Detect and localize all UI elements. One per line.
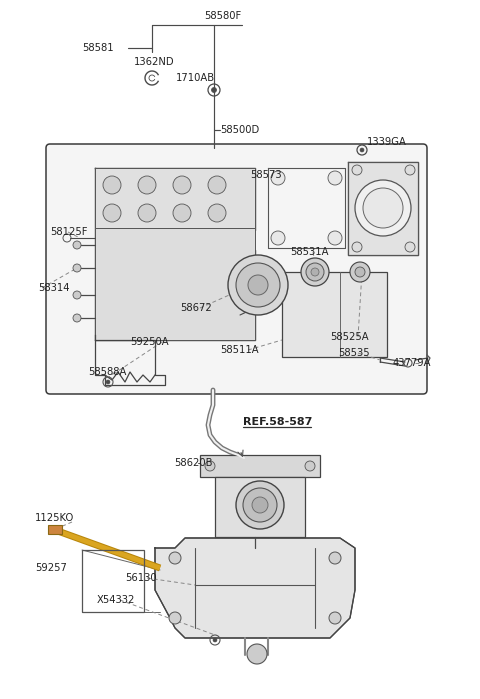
Circle shape [73, 314, 81, 322]
Circle shape [328, 231, 342, 245]
Circle shape [271, 171, 285, 185]
Text: 58620B: 58620B [174, 458, 213, 468]
Bar [215, 477, 305, 537]
Text: 1125KO: 1125KO [35, 513, 74, 523]
Bar [200, 455, 320, 477]
Circle shape [106, 380, 110, 384]
Bar [48, 525, 62, 534]
Bar [348, 162, 418, 255]
Circle shape [329, 612, 341, 624]
Text: 58573: 58573 [250, 170, 282, 180]
Text: 59257: 59257 [35, 563, 67, 573]
Circle shape [248, 275, 268, 295]
Bar [95, 168, 255, 228]
Circle shape [173, 204, 191, 222]
Circle shape [103, 176, 121, 194]
Circle shape [247, 644, 267, 664]
Circle shape [236, 263, 280, 307]
Circle shape [301, 258, 329, 286]
Circle shape [350, 262, 370, 282]
Bar [95, 228, 255, 340]
Circle shape [306, 263, 324, 281]
Text: 58581: 58581 [82, 43, 114, 53]
Text: 59145: 59145 [368, 203, 400, 213]
Circle shape [352, 165, 362, 175]
Circle shape [355, 267, 365, 277]
Text: 58580F: 58580F [204, 11, 241, 21]
Circle shape [103, 204, 121, 222]
Circle shape [405, 242, 415, 252]
Polygon shape [155, 538, 355, 638]
Circle shape [305, 461, 315, 471]
Text: 43779A: 43779A [393, 358, 432, 368]
Text: 1710AB: 1710AB [176, 73, 215, 83]
Circle shape [360, 148, 364, 152]
Circle shape [73, 241, 81, 249]
Circle shape [213, 638, 217, 642]
Circle shape [205, 461, 215, 471]
Circle shape [405, 165, 415, 175]
Circle shape [73, 291, 81, 299]
Text: 56130: 56130 [125, 573, 156, 583]
Circle shape [329, 552, 341, 564]
Bar [282, 272, 387, 357]
Text: 58500D: 58500D [220, 125, 259, 135]
Circle shape [208, 176, 226, 194]
Circle shape [138, 204, 156, 222]
Text: 58314: 58314 [38, 283, 70, 293]
Text: 1339GA: 1339GA [367, 137, 407, 147]
Circle shape [212, 87, 216, 92]
Circle shape [236, 481, 284, 529]
Text: 1362ND: 1362ND [134, 57, 175, 67]
Circle shape [208, 204, 226, 222]
Text: 58535: 58535 [338, 348, 370, 358]
Text: 58672: 58672 [180, 303, 212, 313]
Circle shape [73, 264, 81, 272]
Circle shape [328, 171, 342, 185]
Text: 58588A: 58588A [88, 367, 126, 377]
Text: REF.58-587: REF.58-587 [243, 417, 312, 427]
Circle shape [243, 488, 277, 522]
Text: 58531A: 58531A [290, 247, 328, 257]
Circle shape [352, 242, 362, 252]
Text: X54332: X54332 [97, 595, 135, 605]
Bar [82, 550, 144, 612]
Circle shape [173, 176, 191, 194]
Text: 59250A: 59250A [130, 337, 168, 347]
Circle shape [271, 231, 285, 245]
Circle shape [355, 180, 411, 236]
Circle shape [169, 552, 181, 564]
Circle shape [138, 176, 156, 194]
Circle shape [228, 255, 288, 315]
Circle shape [311, 268, 319, 276]
Circle shape [169, 612, 181, 624]
Text: 58525A: 58525A [330, 332, 369, 342]
FancyBboxPatch shape [46, 144, 427, 394]
Circle shape [363, 188, 403, 228]
Text: 58511A: 58511A [220, 345, 259, 355]
Text: 58125F: 58125F [50, 227, 87, 237]
Circle shape [252, 497, 268, 513]
